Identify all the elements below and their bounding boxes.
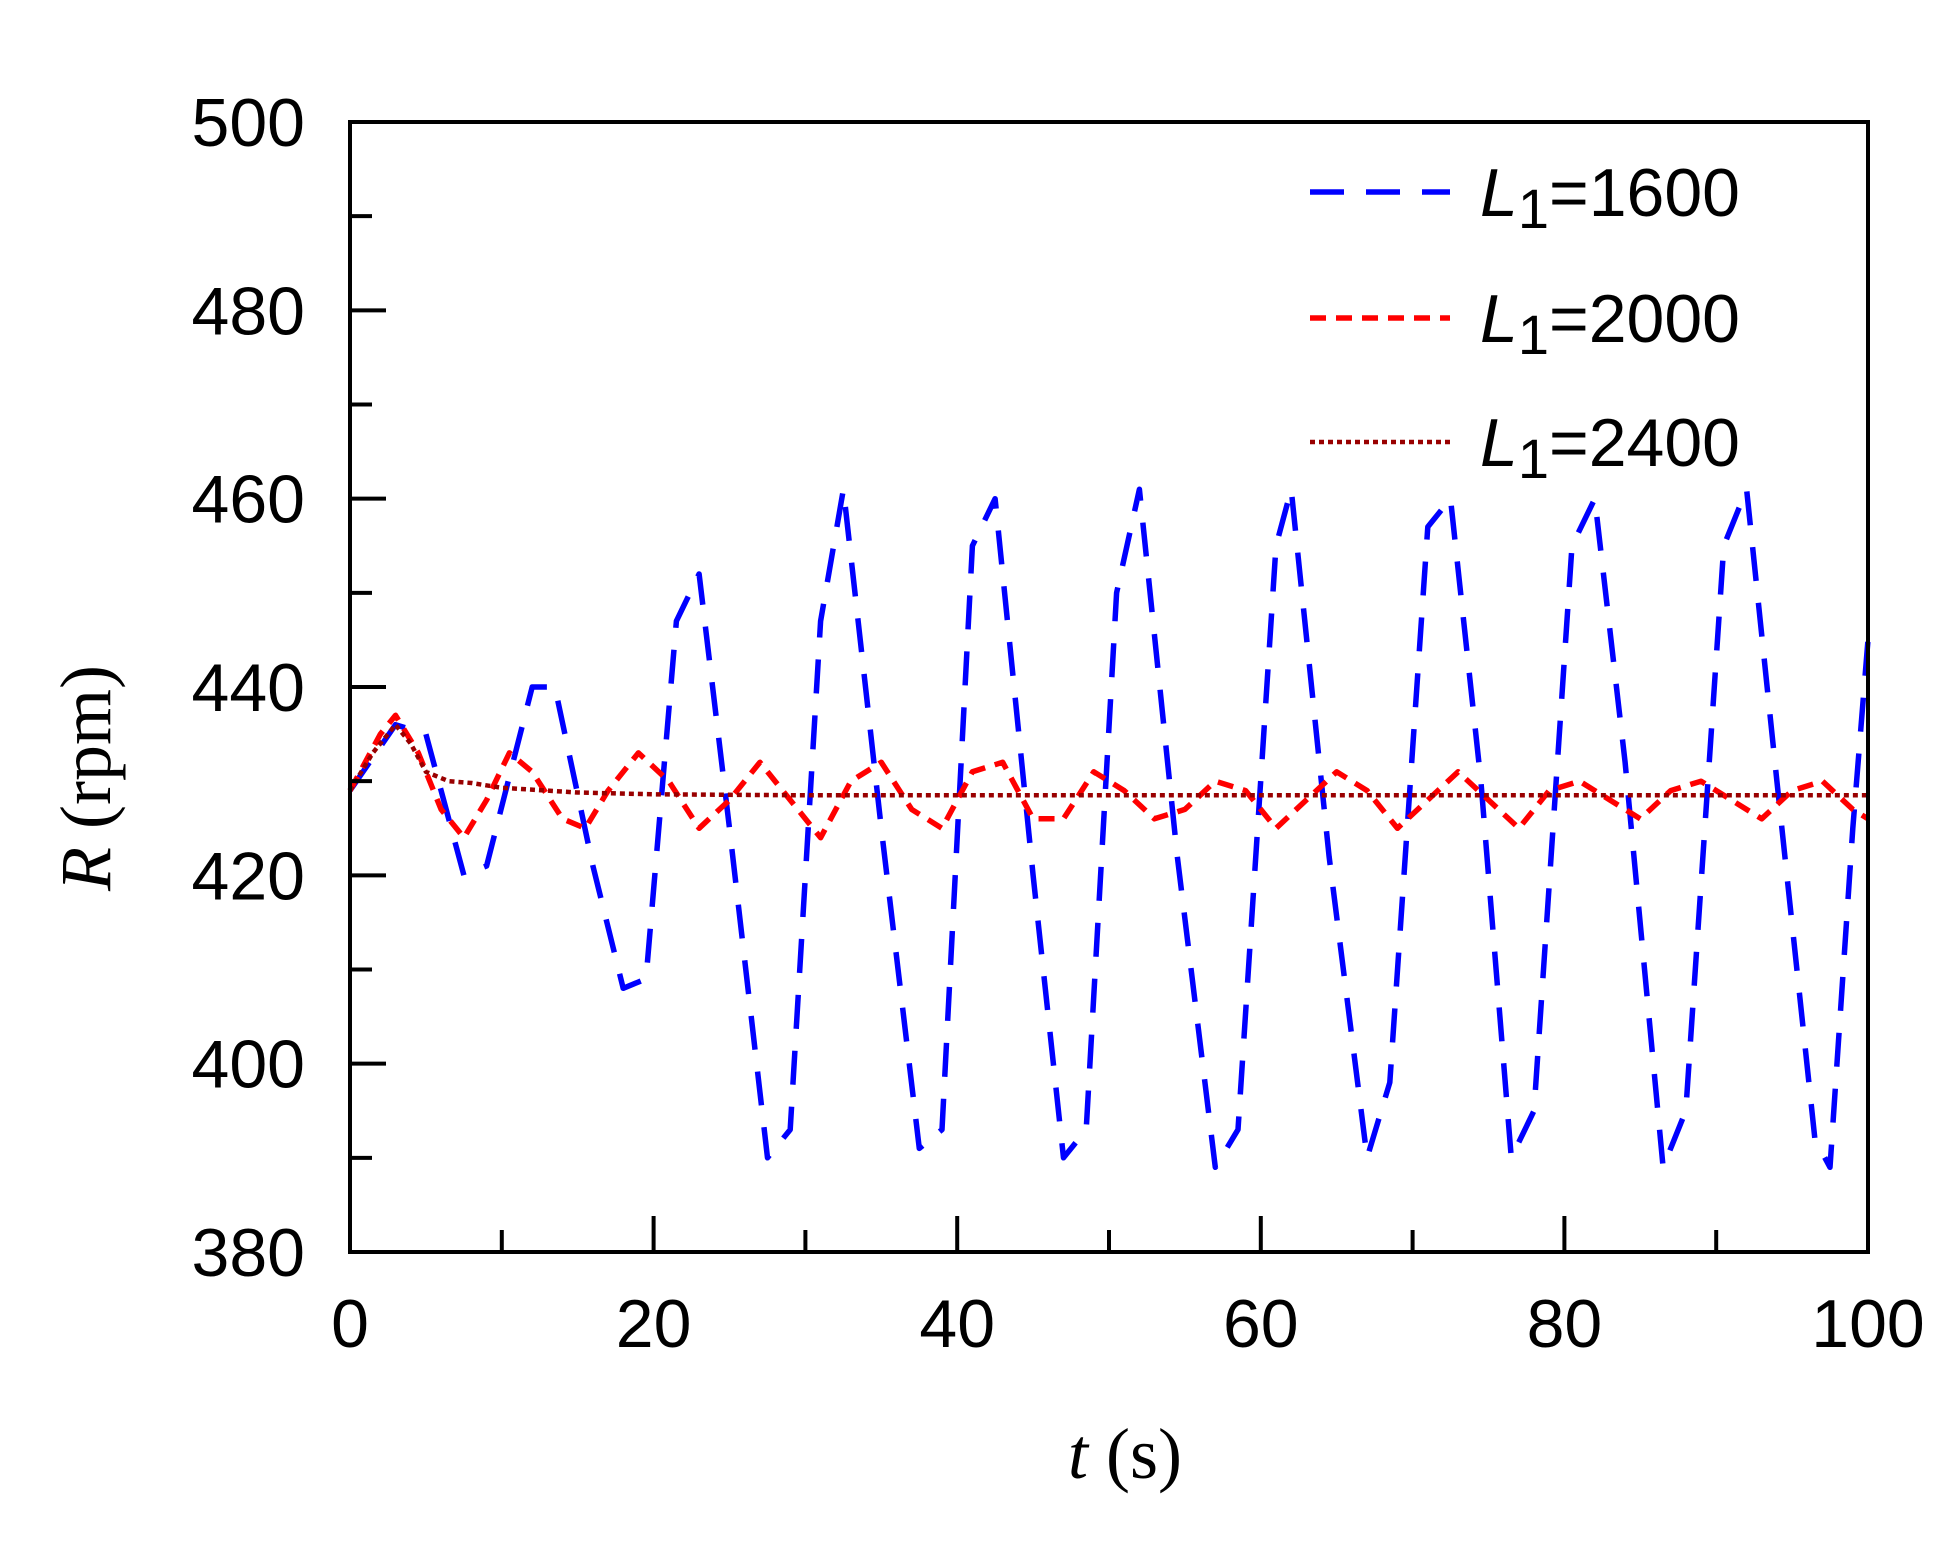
y-tick-label: 460 bbox=[192, 462, 305, 538]
series-line-l1-1600 bbox=[347, 486, 1871, 1171]
series-group bbox=[347, 486, 1871, 1171]
y-tick-label: 440 bbox=[192, 650, 305, 726]
y-tick-label: 420 bbox=[192, 838, 305, 914]
y-axis-symbol: R bbox=[46, 847, 126, 892]
y-tick-label: 400 bbox=[192, 1027, 305, 1103]
y-axis-unit: (rpm) bbox=[46, 665, 126, 847]
x-tick-label: 40 bbox=[919, 1286, 995, 1362]
y-tick-label: 380 bbox=[192, 1215, 305, 1291]
y-axis-title: R (rpm) bbox=[46, 665, 126, 892]
x-tick-label: 0 bbox=[331, 1286, 369, 1362]
legend-subscript: 1 bbox=[1518, 427, 1549, 490]
x-tick-label: 20 bbox=[616, 1286, 692, 1362]
series-line-l1-2000 bbox=[347, 712, 1870, 841]
x-tick-label: 60 bbox=[1223, 1286, 1299, 1362]
legend-label-l1-2400: L1=2400 bbox=[1480, 405, 1740, 490]
x-axis-title: t (s) bbox=[1068, 1414, 1182, 1494]
y-tick-label: 500 bbox=[192, 85, 305, 161]
x-tick-label: 80 bbox=[1527, 1286, 1603, 1362]
legend-value: =1600 bbox=[1549, 155, 1740, 231]
legend-subscript: 1 bbox=[1518, 303, 1549, 366]
x-tick-label: 100 bbox=[1811, 1286, 1924, 1362]
legend: L1=1600 L1=2000 L1=2400 bbox=[1310, 155, 1740, 490]
x-axis-unit: (s) bbox=[1088, 1414, 1182, 1494]
y-tick-label: 480 bbox=[192, 273, 305, 349]
legend-value: =2000 bbox=[1549, 281, 1740, 357]
legend-label-l1-1600: L1=1600 bbox=[1480, 155, 1740, 240]
legend-label-l1-2000: L1=2000 bbox=[1480, 281, 1740, 366]
legend-value: =2400 bbox=[1549, 405, 1740, 481]
legend-symbol: L bbox=[1480, 155, 1518, 231]
legend-symbol: L bbox=[1480, 281, 1518, 357]
ticks-group: 0 20 40 60 80 100 380 400 420 440 460 480 500 bbox=[192, 85, 1925, 1362]
series-line-l1-2400 bbox=[348, 722, 1868, 798]
legend-symbol: L bbox=[1480, 405, 1518, 481]
x-axis-symbol: t bbox=[1068, 1414, 1090, 1494]
legend-subscript: 1 bbox=[1518, 177, 1549, 240]
